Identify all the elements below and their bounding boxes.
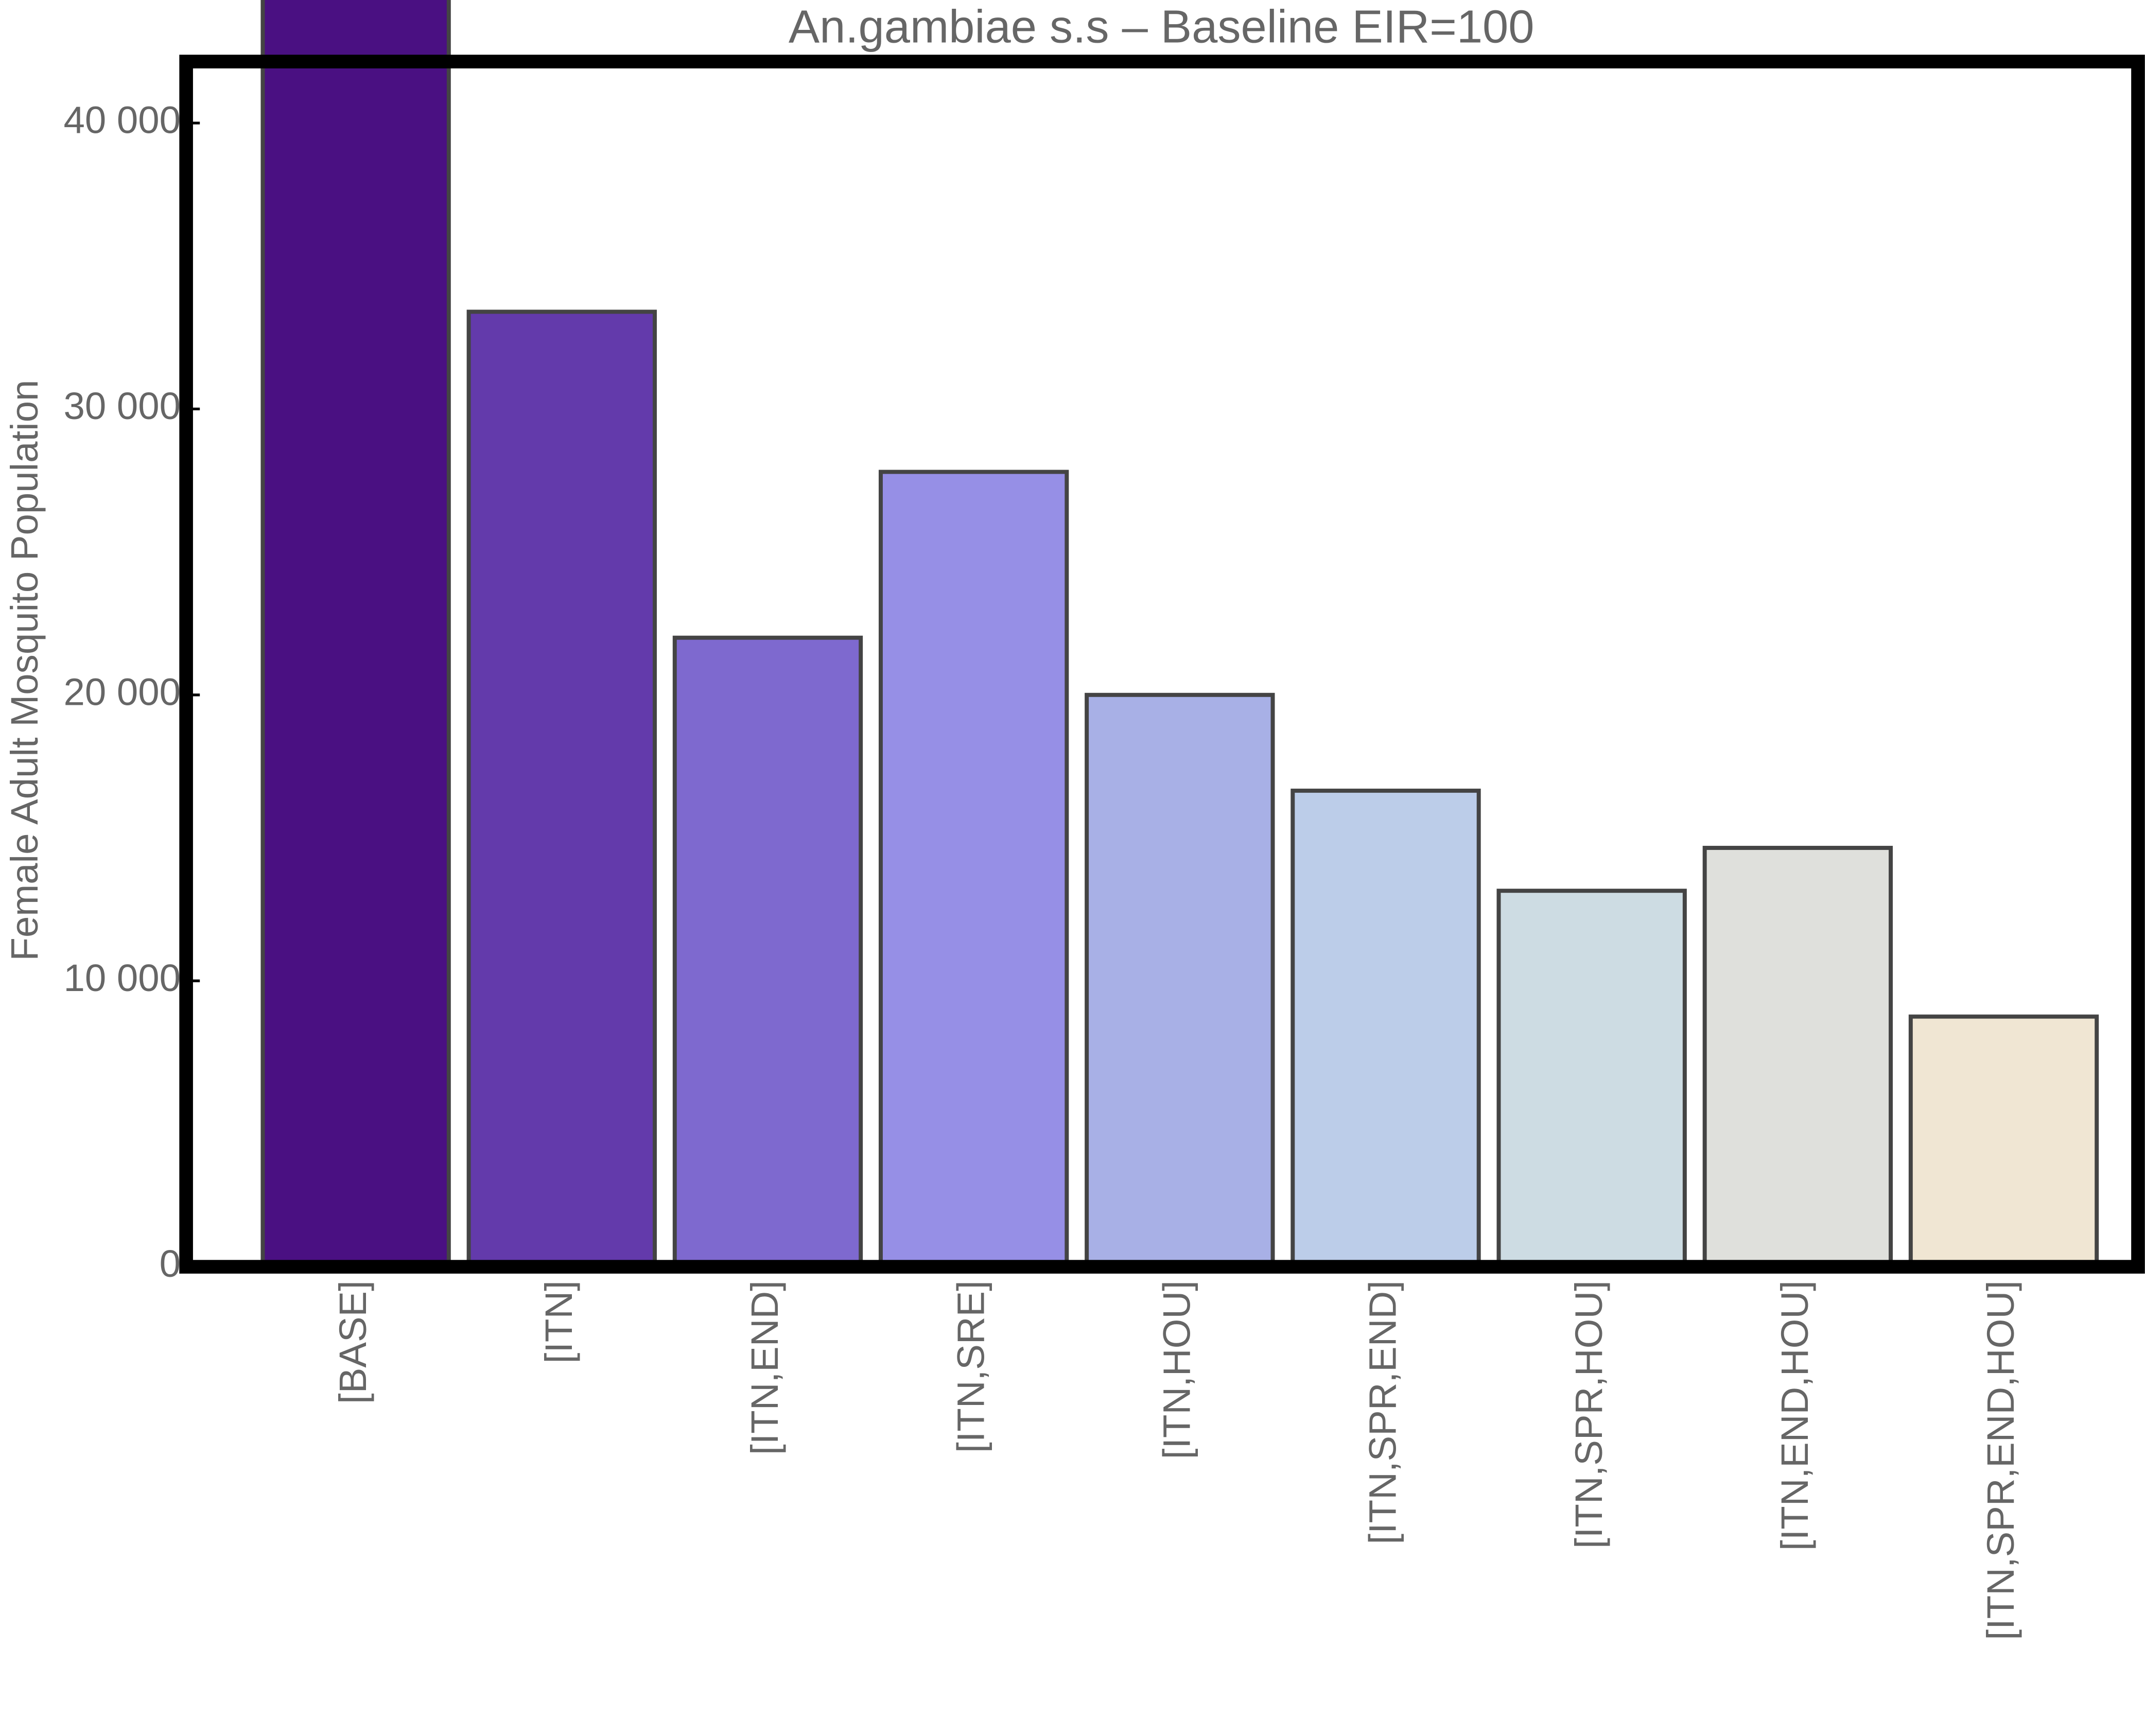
bar [878, 470, 1069, 1269]
y-tick-label: 30 000 [63, 385, 181, 427]
bar [1291, 788, 1481, 1269]
bar [1908, 1014, 2099, 1269]
y-tick-label: 10 000 [63, 957, 181, 999]
y-axis-title: Female Adult Mosquito Population [3, 380, 46, 961]
chart-title: An.gambiae s.s – Baseline EIR=100 [789, 1, 1534, 53]
bar [1702, 845, 1893, 1269]
x-tick-label: [ITN,END,HOU] [1773, 1280, 1816, 1551]
x-tick-label: [ITN,SPR,HOU] [1567, 1280, 1610, 1549]
bar [260, 0, 451, 1269]
bar [672, 635, 863, 1269]
x-tick-label: [ITN,SPR,END,HOU] [1979, 1280, 2022, 1640]
bars [260, 0, 2099, 1269]
bar [466, 309, 657, 1269]
x-tick-label: [ITN] [537, 1280, 580, 1363]
x-tick-label: [ITN,SPR,END] [1362, 1280, 1404, 1544]
x-tick-label: [ITN,HOU] [1155, 1280, 1198, 1459]
y-tick-label: 40 000 [63, 99, 181, 142]
y-tick-label: 0 [160, 1242, 181, 1285]
y-tick-label: 20 000 [63, 670, 181, 713]
plot-frame [179, 55, 2145, 1274]
bar [1085, 692, 1275, 1269]
x-tick-label: [BASE] [332, 1280, 374, 1404]
x-tick-label: [ITN,END] [743, 1280, 786, 1455]
x-tick-label: [ITN,SRE] [949, 1280, 992, 1453]
bar [1496, 889, 1687, 1269]
